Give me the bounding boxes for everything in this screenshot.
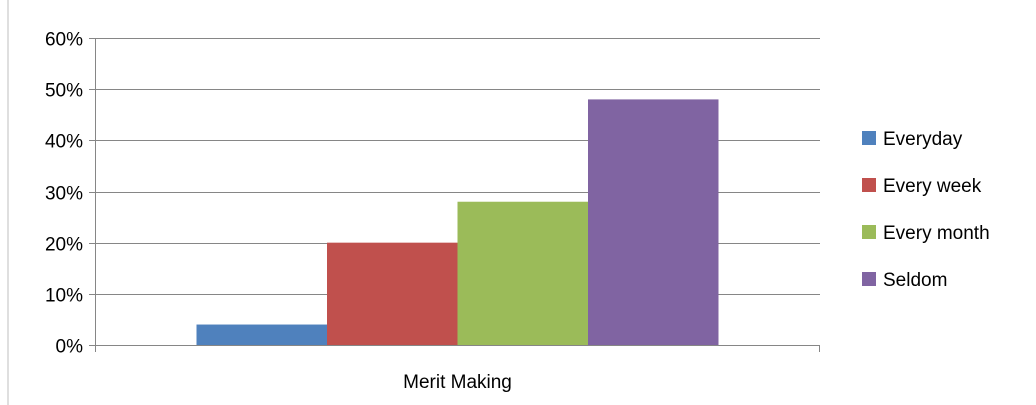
legend-swatch: [862, 131, 876, 145]
bars: [196, 99, 719, 346]
legend-label: Everyday: [883, 129, 963, 150]
legend-swatch: [862, 225, 876, 239]
bar-every-week: [327, 242, 458, 345]
y-tick-label: 50%: [45, 81, 83, 102]
x-category-label: Merit Making: [403, 372, 512, 393]
legend: Everyday Every week Every month Seldom: [862, 129, 990, 291]
y-tick-label: 0%: [56, 337, 84, 358]
y-tick-label: 10%: [45, 286, 83, 307]
y-tick-label: 40%: [45, 132, 83, 153]
y-tick-labels: 0% 10% 20% 30% 40% 50% 60%: [45, 30, 83, 358]
y-tick-label: 30%: [45, 184, 83, 205]
legend-label: Every week: [883, 176, 982, 197]
legend-swatch: [862, 272, 876, 286]
bar-seldom: [588, 99, 719, 346]
bar-every-month: [457, 201, 588, 345]
legend-label: Every month: [883, 223, 990, 244]
bar-everyday: [196, 324, 327, 345]
y-tick-label: 60%: [45, 30, 83, 51]
y-tick-label: 20%: [45, 235, 83, 256]
x-category-labels: Merit Making: [403, 372, 512, 393]
legend-label: Seldom: [883, 270, 947, 291]
axes: [89, 38, 820, 352]
legend-swatch: [862, 178, 876, 192]
